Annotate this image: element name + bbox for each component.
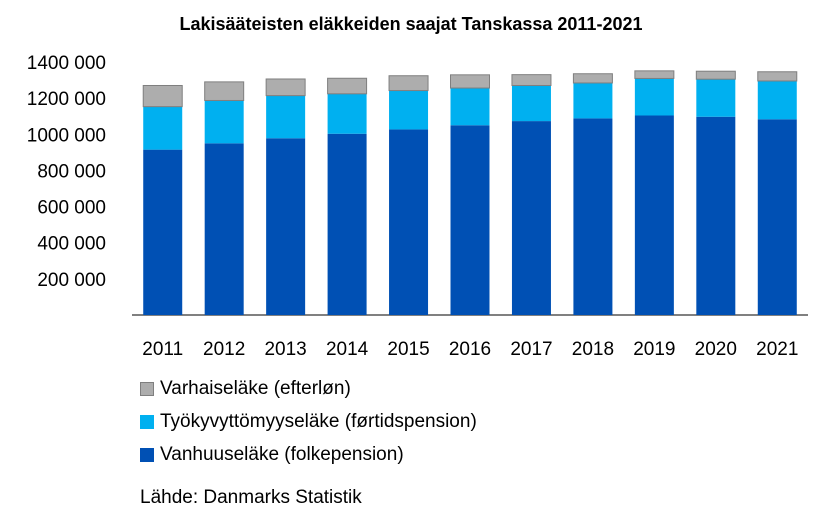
legend-swatch bbox=[140, 447, 154, 462]
x-tick-label: 2011 bbox=[142, 339, 183, 360]
bar-segment bbox=[450, 88, 490, 126]
bar-segment bbox=[266, 95, 306, 139]
bar-segment bbox=[143, 149, 183, 315]
y-tick-label: 600 000 bbox=[37, 198, 106, 219]
y-tick-label: 400 000 bbox=[37, 234, 106, 255]
bar-segment bbox=[266, 138, 306, 315]
bar-segment bbox=[573, 118, 613, 315]
bar-segment bbox=[634, 115, 674, 316]
bar-segment bbox=[757, 80, 797, 120]
chart-legend: Varhaiseläke (efterløn) Työkyvyttömyyselä… bbox=[140, 372, 477, 471]
bar-segment bbox=[511, 74, 552, 86]
bar-segment bbox=[327, 77, 368, 95]
bar-segment bbox=[327, 133, 367, 315]
legend-item: Varhaiseläke (efterløn) bbox=[140, 372, 477, 405]
bar-segment bbox=[143, 106, 183, 150]
legend-label: Vanhuuseläke (folkepension) bbox=[160, 443, 404, 465]
chart-title: Lakisääteisten eläkkeiden saajat Tanskas… bbox=[179, 14, 643, 34]
legend-swatch bbox=[140, 381, 154, 396]
x-tick-label: 2020 bbox=[695, 339, 737, 360]
bar-segment bbox=[389, 90, 429, 130]
bar-segment bbox=[204, 143, 244, 315]
bar-segment bbox=[757, 71, 798, 82]
x-tick-label: 2018 bbox=[572, 339, 614, 360]
y-tick-label: 200 000 bbox=[37, 270, 106, 291]
bar-segment bbox=[450, 125, 490, 315]
y-tick-label: 1000 000 bbox=[27, 125, 106, 146]
bar-segment bbox=[265, 78, 306, 97]
bar-segment bbox=[634, 70, 675, 79]
legend-item: Työkyvyttömyyseläke (førtidspension) bbox=[140, 405, 477, 438]
bar-segment bbox=[450, 74, 490, 89]
bar-segment bbox=[511, 85, 551, 122]
y-tick-label: 800 000 bbox=[37, 161, 106, 182]
bar-segment bbox=[142, 84, 183, 108]
bar-segment bbox=[389, 129, 429, 315]
legend-swatch bbox=[140, 414, 154, 429]
bar-segment bbox=[696, 116, 736, 315]
bar-segment bbox=[388, 75, 429, 92]
x-tick-label: 2012 bbox=[203, 339, 245, 360]
bar-chart: 200 000 400 000 600 000 800 000 1000 000 1200… bbox=[27, 53, 808, 360]
bar-segment bbox=[696, 79, 736, 117]
bar-segment bbox=[204, 100, 244, 144]
bar-segment bbox=[511, 121, 551, 316]
bar-segment bbox=[204, 81, 245, 101]
x-tick-label: 2017 bbox=[510, 339, 552, 360]
legend-item: Vanhuuseläke (folkepension) bbox=[140, 438, 477, 471]
bar-segment bbox=[634, 78, 674, 116]
x-tick-label: 2013 bbox=[264, 339, 306, 360]
x-tick-label: 2021 bbox=[756, 339, 798, 360]
x-tick-label: 2019 bbox=[633, 339, 675, 360]
bar-segment bbox=[573, 82, 613, 119]
bar-segment bbox=[695, 70, 736, 80]
bar-segment bbox=[327, 93, 367, 134]
x-tick-label: 2016 bbox=[449, 339, 491, 360]
bar-segment bbox=[757, 119, 797, 315]
y-tick-label: 1200 000 bbox=[27, 89, 106, 110]
bar-segment bbox=[572, 73, 613, 84]
legend-label: Työkyvyttömyyseläke (førtidspension) bbox=[160, 410, 477, 432]
y-tick-label: 1400 000 bbox=[27, 53, 106, 74]
x-tick-label: 2014 bbox=[326, 339, 369, 360]
legend-label: Varhaiseläke (efterløn) bbox=[160, 377, 351, 399]
source-note: Lähde: Danmarks Statistik bbox=[140, 487, 362, 508]
x-tick-label: 2015 bbox=[387, 339, 429, 360]
